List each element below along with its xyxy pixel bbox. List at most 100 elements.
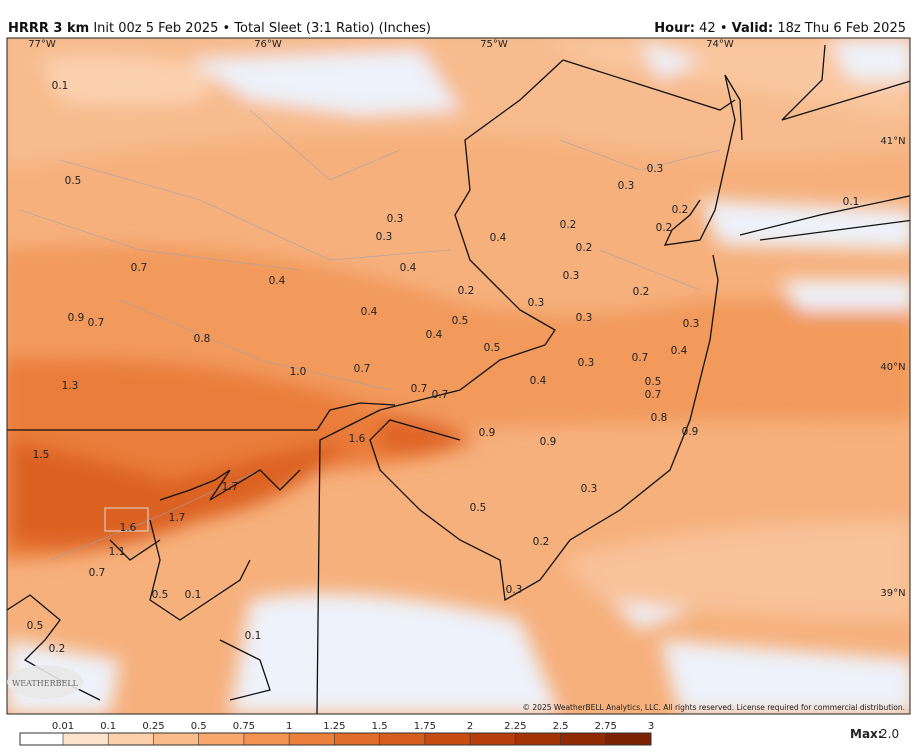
value-label: 0.4: [269, 275, 286, 287]
header-right: Hour: 42 • Valid: 18z Thu 6 Feb 2025: [654, 21, 906, 36]
colorbar-tick-label: 0.25: [142, 721, 164, 732]
value-label: 0.1: [843, 196, 860, 208]
value-label: 0.2: [458, 285, 475, 297]
value-label: 0.3: [376, 231, 393, 243]
value-label: 0.4: [671, 345, 688, 357]
colorbar-tick-label: 0.5: [191, 721, 207, 732]
value-label: 0.3: [387, 213, 404, 225]
colorbar-tick-label: 1.25: [323, 721, 345, 732]
value-label: 0.7: [89, 567, 106, 579]
longitude-label: 76°W: [254, 39, 282, 50]
colorbar-segment: [289, 733, 335, 745]
value-label: 0.2: [533, 536, 550, 548]
colorbar-tick-label: 0.01: [52, 721, 74, 732]
latitude-label: 40°N: [880, 362, 905, 373]
colorbar-segment: [334, 733, 380, 745]
copyright: © 2025 WeatherBELL Analytics, LLC. All r…: [523, 703, 905, 712]
logo-badge: [7, 665, 83, 699]
map-field: [7, 38, 910, 714]
colorbar-segment: [153, 733, 199, 745]
value-label: 0.1: [185, 589, 202, 601]
value-label: 1.7: [169, 512, 186, 524]
value-label: 0.9: [682, 426, 699, 438]
colorbar-segment: [108, 733, 154, 745]
value-label: 0.7: [411, 383, 428, 395]
value-label: 0.3: [618, 180, 635, 192]
colorbar-segment: [379, 733, 425, 745]
value-label: 1.3: [62, 380, 79, 392]
colorbar-tick-label: 2: [467, 721, 473, 732]
latitude-label: 41°N: [880, 136, 905, 147]
colorbar-tick-label: 0.1: [100, 721, 116, 732]
colorbar-segment: [243, 733, 290, 745]
value-label: 0.2: [576, 242, 593, 254]
value-label: 0.3: [581, 483, 598, 495]
colorbar-tick-label: 2.5: [553, 721, 569, 732]
value-label: 0.7: [645, 389, 662, 401]
colorbar-segment: [20, 733, 63, 745]
longitude-label: 77°W: [28, 39, 56, 50]
value-label: 1.1: [109, 546, 126, 558]
value-label: 0.4: [361, 306, 378, 318]
longitude-label: 74°W: [706, 39, 734, 50]
value-label: 1.6: [120, 522, 137, 534]
colorbar-tick-label: 3: [648, 721, 654, 732]
value-label: 0.5: [65, 175, 82, 187]
max-label: Max:: [850, 727, 883, 741]
value-label: 0.5: [645, 376, 662, 388]
value-label: 0.3: [683, 318, 700, 330]
colorbar-segment: [560, 733, 606, 745]
value-label: 0.2: [656, 222, 673, 234]
value-label: 0.8: [194, 333, 211, 345]
value-label: 0.2: [49, 643, 66, 655]
value-label: 0.4: [426, 329, 443, 341]
value-label: 0.3: [563, 270, 580, 282]
value-label: 0.3: [647, 163, 664, 175]
colorbar-segment: [605, 733, 651, 745]
colorbar-tick-label: 0.75: [233, 721, 255, 732]
value-label: 0.7: [632, 352, 649, 364]
value-label: 0.4: [530, 375, 547, 387]
latitude-label: 39°N: [880, 588, 905, 599]
colorbar-segment: [63, 733, 109, 745]
value-label: 1.7: [222, 481, 239, 493]
value-label: 0.9: [479, 427, 496, 439]
value-label: 0.8: [651, 412, 668, 424]
colorbar-segment: [198, 733, 244, 745]
value-label: 0.5: [470, 502, 487, 514]
max-value: 2.0: [880, 727, 899, 741]
value-label: 0.3: [576, 312, 593, 324]
value-label: 0.4: [490, 232, 507, 244]
value-label: 0.1: [245, 630, 262, 642]
logo: WEATHERBELL: [12, 679, 79, 688]
colorbar-tick-label: 1: [286, 721, 292, 732]
value-label: 1.6: [349, 433, 366, 445]
value-label: 0.2: [560, 219, 577, 231]
value-label: 0.5: [452, 315, 469, 327]
value-label: 0.1: [52, 80, 69, 92]
colorbar-tick-label: 2.25: [504, 721, 526, 732]
colorbar-segment: [470, 733, 516, 745]
value-label: 0.3: [506, 584, 523, 596]
colorbar-tick-label: 1.5: [372, 721, 388, 732]
value-label: 1.5: [33, 449, 50, 461]
value-label: 0.2: [633, 286, 650, 298]
value-label: 0.9: [68, 312, 85, 324]
value-label: 0.5: [27, 620, 44, 632]
value-label: 0.2: [672, 204, 689, 216]
colorbar-segment: [515, 733, 561, 745]
map-frame: [6, 37, 911, 715]
value-label: 0.7: [432, 389, 449, 401]
colorbar-tick-label: 1.75: [414, 721, 436, 732]
value-label: 0.5: [484, 342, 501, 354]
value-label: 0.7: [131, 262, 148, 274]
longitude-label: 75°W: [480, 39, 508, 50]
value-label: 0.7: [354, 363, 371, 375]
value-label: 0.7: [88, 317, 105, 329]
value-label: 0.9: [540, 436, 557, 448]
value-label: 0.3: [528, 297, 545, 309]
value-label: 0.4: [400, 262, 417, 274]
colorbar-segment: [424, 733, 471, 745]
value-label: 0.3: [578, 357, 595, 369]
